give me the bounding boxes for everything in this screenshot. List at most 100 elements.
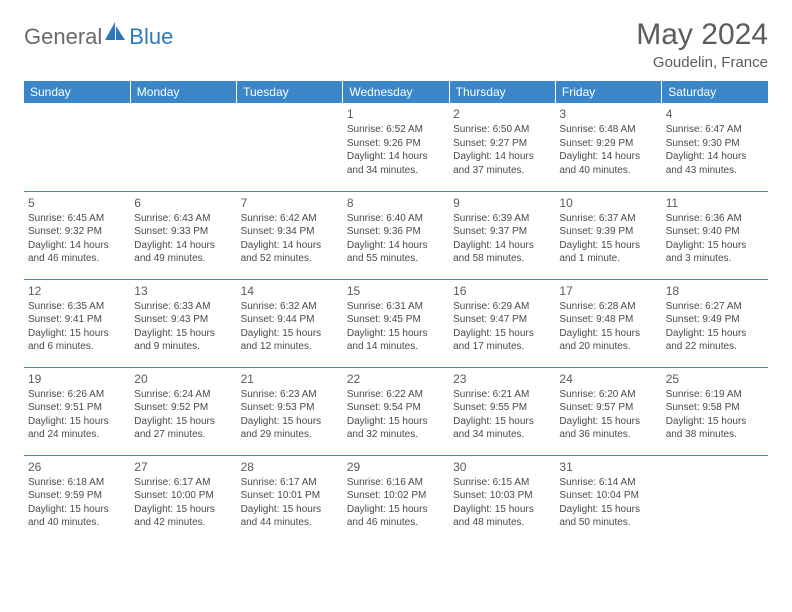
daylight-line: Daylight: 15 hours and 32 minutes. [347, 415, 445, 442]
calendar-cell: 27Sunrise: 6:17 AMSunset: 10:00 PMDaylig… [130, 455, 236, 543]
sunrise-line: Sunrise: 6:17 AM [134, 476, 232, 490]
day-number: 26 [28, 459, 126, 475]
calendar-page: General Blue May 2024 Goudelin, France S… [0, 0, 792, 543]
sunrise-line: Sunrise: 6:26 AM [28, 388, 126, 402]
daylight-line: Daylight: 15 hours and 48 minutes. [453, 503, 551, 530]
sunset-line: Sunset: 9:43 PM [134, 313, 232, 327]
day-number: 30 [453, 459, 551, 475]
sunset-line: Sunset: 10:00 PM [134, 489, 232, 503]
daylight-line: Daylight: 15 hours and 27 minutes. [134, 415, 232, 442]
brand-logo: General Blue [24, 18, 173, 50]
calendar-cell: 17Sunrise: 6:28 AMSunset: 9:48 PMDayligh… [555, 279, 661, 367]
daylight-line: Daylight: 14 hours and 58 minutes. [453, 239, 551, 266]
day-number: 31 [559, 459, 657, 475]
calendar-cell: 30Sunrise: 6:15 AMSunset: 10:03 PMDaylig… [449, 455, 555, 543]
daylight-line: Daylight: 15 hours and 46 minutes. [347, 503, 445, 530]
sunset-line: Sunset: 9:52 PM [134, 401, 232, 415]
sunrise-line: Sunrise: 6:43 AM [134, 212, 232, 226]
sunset-line: Sunset: 9:41 PM [28, 313, 126, 327]
day-number: 1 [347, 106, 445, 122]
daylight-line: Daylight: 15 hours and 17 minutes. [453, 327, 551, 354]
sunset-line: Sunset: 9:39 PM [559, 225, 657, 239]
calendar-week: 19Sunrise: 6:26 AMSunset: 9:51 PMDayligh… [24, 367, 768, 455]
sunset-line: Sunset: 9:44 PM [241, 313, 339, 327]
sunset-line: Sunset: 9:40 PM [666, 225, 764, 239]
daylight-line: Daylight: 15 hours and 38 minutes. [666, 415, 764, 442]
calendar-cell: 16Sunrise: 6:29 AMSunset: 9:47 PMDayligh… [449, 279, 555, 367]
weekday-row: SundayMondayTuesdayWednesdayThursdayFrid… [24, 81, 768, 103]
calendar-cell: 4Sunrise: 6:47 AMSunset: 9:30 PMDaylight… [662, 103, 768, 191]
weekday-header: Monday [130, 81, 236, 103]
sunrise-line: Sunrise: 6:17 AM [241, 476, 339, 490]
daylight-line: Daylight: 14 hours and 55 minutes. [347, 239, 445, 266]
calendar-week: 5Sunrise: 6:45 AMSunset: 9:32 PMDaylight… [24, 191, 768, 279]
day-number: 10 [559, 195, 657, 211]
calendar-cell [24, 103, 130, 191]
calendar-cell: 12Sunrise: 6:35 AMSunset: 9:41 PMDayligh… [24, 279, 130, 367]
day-number: 28 [241, 459, 339, 475]
sunset-line: Sunset: 9:29 PM [559, 137, 657, 151]
daylight-line: Daylight: 15 hours and 1 minute. [559, 239, 657, 266]
sunrise-line: Sunrise: 6:19 AM [666, 388, 764, 402]
sunrise-line: Sunrise: 6:47 AM [666, 123, 764, 137]
daylight-line: Daylight: 15 hours and 6 minutes. [28, 327, 126, 354]
calendar-cell: 19Sunrise: 6:26 AMSunset: 9:51 PMDayligh… [24, 367, 130, 455]
calendar-cell: 14Sunrise: 6:32 AMSunset: 9:44 PMDayligh… [237, 279, 343, 367]
daylight-line: Daylight: 14 hours and 34 minutes. [347, 150, 445, 177]
sunrise-line: Sunrise: 6:15 AM [453, 476, 551, 490]
sunset-line: Sunset: 9:53 PM [241, 401, 339, 415]
day-number: 3 [559, 106, 657, 122]
weekday-header: Sunday [24, 81, 130, 103]
calendar-cell: 29Sunrise: 6:16 AMSunset: 10:02 PMDaylig… [343, 455, 449, 543]
day-number: 8 [347, 195, 445, 211]
daylight-line: Daylight: 15 hours and 22 minutes. [666, 327, 764, 354]
sunset-line: Sunset: 9:54 PM [347, 401, 445, 415]
daylight-line: Daylight: 15 hours and 9 minutes. [134, 327, 232, 354]
weekday-header: Tuesday [237, 81, 343, 103]
daylight-line: Daylight: 14 hours and 49 minutes. [134, 239, 232, 266]
calendar-cell: 24Sunrise: 6:20 AMSunset: 9:57 PMDayligh… [555, 367, 661, 455]
brand-text-general: General [24, 24, 102, 50]
daylight-line: Daylight: 15 hours and 34 minutes. [453, 415, 551, 442]
sunrise-line: Sunrise: 6:18 AM [28, 476, 126, 490]
calendar-cell [662, 455, 768, 543]
calendar-head: SundayMondayTuesdayWednesdayThursdayFrid… [24, 81, 768, 103]
day-number: 27 [134, 459, 232, 475]
sunset-line: Sunset: 10:01 PM [241, 489, 339, 503]
daylight-line: Daylight: 14 hours and 46 minutes. [28, 239, 126, 266]
day-number: 21 [241, 371, 339, 387]
day-number: 22 [347, 371, 445, 387]
calendar-cell: 23Sunrise: 6:21 AMSunset: 9:55 PMDayligh… [449, 367, 555, 455]
daylight-line: Daylight: 15 hours and 24 minutes. [28, 415, 126, 442]
daylight-line: Daylight: 15 hours and 29 minutes. [241, 415, 339, 442]
day-number: 19 [28, 371, 126, 387]
day-number: 13 [134, 283, 232, 299]
sunrise-line: Sunrise: 6:20 AM [559, 388, 657, 402]
sunset-line: Sunset: 9:58 PM [666, 401, 764, 415]
sunrise-line: Sunrise: 6:29 AM [453, 300, 551, 314]
day-number: 15 [347, 283, 445, 299]
daylight-line: Daylight: 15 hours and 12 minutes. [241, 327, 339, 354]
brand-text-blue: Blue [129, 24, 173, 50]
sunrise-line: Sunrise: 6:52 AM [347, 123, 445, 137]
day-number: 29 [347, 459, 445, 475]
calendar-cell: 25Sunrise: 6:19 AMSunset: 9:58 PMDayligh… [662, 367, 768, 455]
sunset-line: Sunset: 10:02 PM [347, 489, 445, 503]
day-number: 6 [134, 195, 232, 211]
sunset-line: Sunset: 9:26 PM [347, 137, 445, 151]
daylight-line: Daylight: 15 hours and 3 minutes. [666, 239, 764, 266]
daylight-line: Daylight: 14 hours and 40 minutes. [559, 150, 657, 177]
sunset-line: Sunset: 9:57 PM [559, 401, 657, 415]
calendar-week: 1Sunrise: 6:52 AMSunset: 9:26 PMDaylight… [24, 103, 768, 191]
daylight-line: Daylight: 15 hours and 42 minutes. [134, 503, 232, 530]
sunrise-line: Sunrise: 6:45 AM [28, 212, 126, 226]
calendar-cell: 11Sunrise: 6:36 AMSunset: 9:40 PMDayligh… [662, 191, 768, 279]
calendar-cell: 10Sunrise: 6:37 AMSunset: 9:39 PMDayligh… [555, 191, 661, 279]
daylight-line: Daylight: 15 hours and 50 minutes. [559, 503, 657, 530]
calendar-cell: 28Sunrise: 6:17 AMSunset: 10:01 PMDaylig… [237, 455, 343, 543]
day-number: 12 [28, 283, 126, 299]
calendar-body: 1Sunrise: 6:52 AMSunset: 9:26 PMDaylight… [24, 103, 768, 543]
sunset-line: Sunset: 9:55 PM [453, 401, 551, 415]
page-header: General Blue May 2024 Goudelin, France [24, 18, 768, 71]
sunset-line: Sunset: 10:04 PM [559, 489, 657, 503]
